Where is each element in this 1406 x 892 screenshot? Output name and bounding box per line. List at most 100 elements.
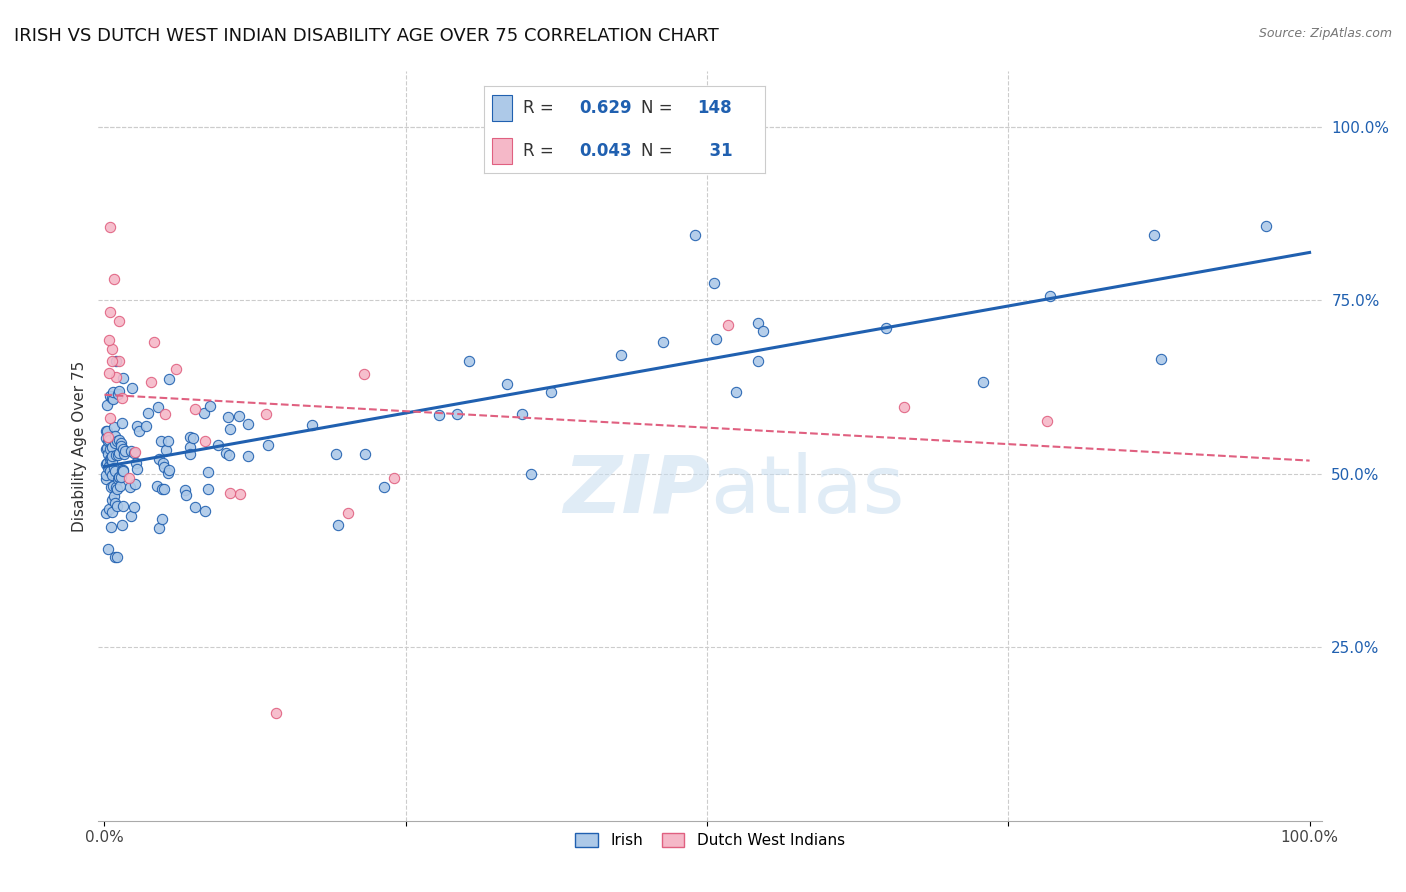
Point xyxy=(96,456,118,470)
Point xyxy=(198,399,221,413)
Point xyxy=(101,492,124,507)
Text: IRISH VS DUTCH WEST INDIAN DISABILITY AGE OVER 75 CORRELATION CHART: IRISH VS DUTCH WEST INDIAN DISABILITY AG… xyxy=(14,27,718,45)
Point xyxy=(104,549,127,564)
Point xyxy=(96,441,118,455)
Point xyxy=(101,454,124,468)
Point xyxy=(120,508,142,523)
Point xyxy=(193,406,215,420)
Point xyxy=(747,354,769,368)
Point xyxy=(150,482,173,496)
Point xyxy=(103,496,125,510)
Y-axis label: Disability Age Over 75: Disability Age Over 75 xyxy=(72,360,87,532)
Point xyxy=(148,401,170,415)
Point xyxy=(125,457,148,471)
Point xyxy=(173,483,195,498)
Point xyxy=(218,422,240,436)
Point xyxy=(184,402,207,417)
Point xyxy=(108,314,131,328)
Point xyxy=(100,450,122,465)
Point xyxy=(101,391,124,405)
Point xyxy=(111,391,134,405)
Point xyxy=(148,521,170,535)
Point xyxy=(146,479,169,493)
Point xyxy=(103,461,125,475)
Point xyxy=(152,482,174,496)
Point xyxy=(174,488,197,502)
Point xyxy=(197,482,219,496)
Point xyxy=(704,332,727,346)
Point xyxy=(1036,414,1059,428)
Point xyxy=(197,466,219,480)
Point xyxy=(97,541,120,556)
Point xyxy=(254,408,277,422)
Point xyxy=(121,381,143,395)
Point xyxy=(103,420,125,434)
Point xyxy=(96,425,118,439)
Point xyxy=(105,549,128,564)
Point xyxy=(150,434,173,448)
Point xyxy=(98,366,121,380)
Point xyxy=(229,487,252,501)
Point xyxy=(156,467,179,481)
Point xyxy=(114,443,136,458)
Point xyxy=(179,430,201,444)
Point xyxy=(94,472,117,486)
Point xyxy=(446,407,468,421)
Point xyxy=(112,464,135,478)
Point xyxy=(703,276,725,290)
Point xyxy=(458,353,481,368)
Point xyxy=(98,442,121,457)
Point xyxy=(104,464,127,478)
Point xyxy=(510,407,533,421)
Point xyxy=(717,318,740,333)
Point xyxy=(98,451,121,466)
Point xyxy=(157,463,180,477)
Point xyxy=(153,407,176,421)
Point xyxy=(124,476,146,491)
Point xyxy=(108,353,131,368)
Point xyxy=(98,410,121,425)
Point xyxy=(194,503,217,517)
Point xyxy=(94,468,117,483)
Point xyxy=(100,342,122,356)
Point xyxy=(1143,227,1166,242)
Point xyxy=(107,482,129,496)
Point xyxy=(104,436,127,450)
Point xyxy=(157,434,180,448)
Point xyxy=(105,369,128,384)
Point xyxy=(98,388,121,402)
Point xyxy=(353,447,375,461)
Point xyxy=(353,367,375,381)
Point xyxy=(97,430,120,444)
Point xyxy=(893,400,915,414)
Point xyxy=(100,480,122,494)
Point xyxy=(110,470,132,484)
Point xyxy=(97,447,120,461)
Point xyxy=(875,321,897,335)
Point xyxy=(105,499,128,513)
Point xyxy=(143,334,166,349)
Point xyxy=(97,333,120,347)
Point xyxy=(108,433,131,447)
Point xyxy=(110,479,132,493)
Point xyxy=(103,489,125,503)
Point xyxy=(382,471,405,485)
Point xyxy=(1039,289,1062,303)
Point xyxy=(610,348,633,362)
Text: atlas: atlas xyxy=(710,452,904,530)
Point xyxy=(108,446,131,460)
Point xyxy=(326,518,349,533)
Legend: Irish, Dutch West Indians: Irish, Dutch West Indians xyxy=(569,827,851,855)
Point xyxy=(238,417,260,431)
Point xyxy=(540,385,562,400)
Point xyxy=(228,409,250,423)
Point xyxy=(111,499,134,513)
Point xyxy=(110,439,132,453)
Point xyxy=(105,480,128,494)
Point xyxy=(138,405,160,419)
Point xyxy=(179,447,201,461)
Point xyxy=(325,447,347,461)
Point xyxy=(264,706,287,720)
Point xyxy=(107,472,129,486)
Point xyxy=(103,272,125,286)
